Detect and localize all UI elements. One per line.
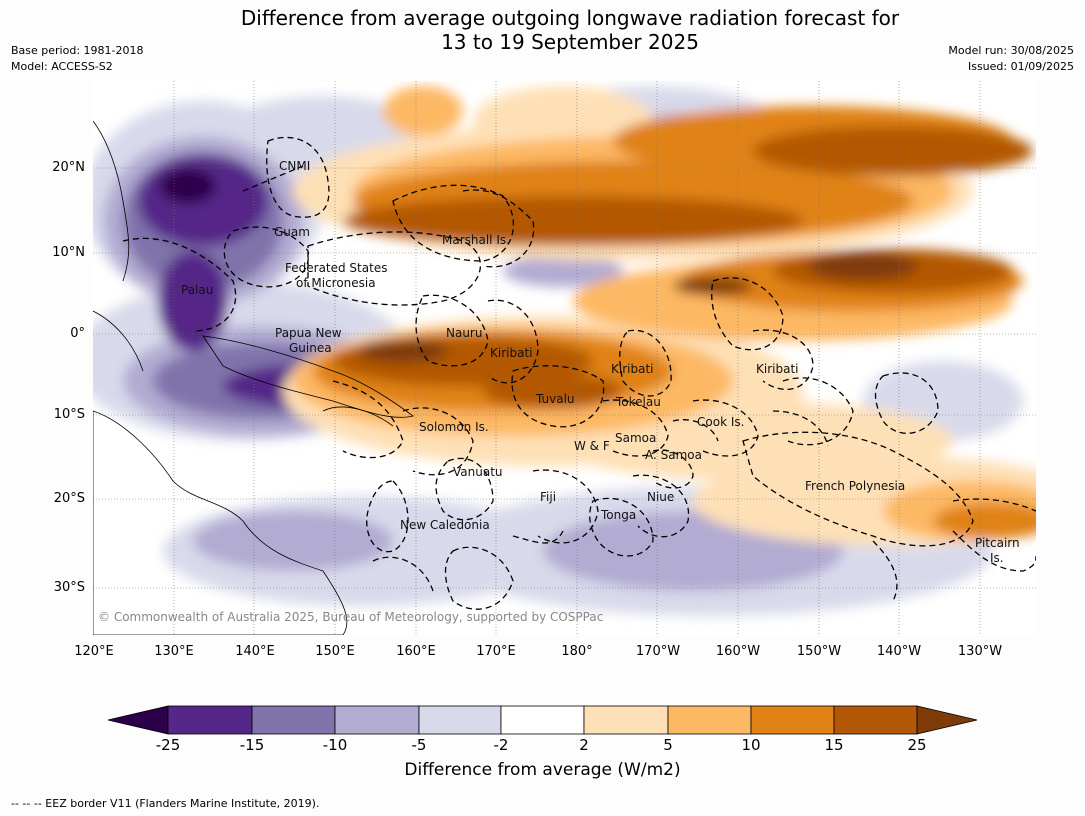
label-nauru: Nauru [446,326,482,340]
colorbar-swatches [107,705,978,735]
y-tick: 20°N [52,160,85,175]
chart-title: Difference from average outgoing longwav… [0,6,1085,54]
label-kiribati-c: Kiribati [611,362,653,376]
colorbar [0,700,1085,780]
x-tick: 180° [561,644,593,659]
label-wf: W & F [574,439,610,453]
title-line-2: 13 to 19 September 2025 [441,30,699,54]
meta-right: Model run: 30/08/2025 Issued: 01/09/2025 [948,43,1074,75]
meta-left: Base period: 1981-2018 Model: ACCESS-S2 [11,43,143,75]
label-tuvalu: Tuvalu [535,392,575,406]
label-png-1: Papua New [275,326,342,340]
label-newcal: New Caledonia [400,518,490,532]
colorbar-extend-high [916,705,978,735]
colorbar-bin [500,705,585,735]
label-palau: Palau [181,283,213,297]
label-pitcairn-1: Pitcairn [975,536,1020,550]
label-cnmi: CNMI [279,159,310,173]
eez-borders [122,136,1036,610]
label-vanuatu: Vanuatu [453,465,503,479]
label-tonga: Tonga [600,508,636,522]
label-frpoly: French Polynesia [805,479,905,493]
base-period-text: Base period: 1981-2018 [11,44,144,57]
label-samoa: Samoa [615,431,656,445]
label-marshall: Marshall Is. [442,233,510,247]
issued-text: Issued: 01/09/2025 [967,60,1074,73]
eez-legend: -- -- -- EEZ border V11 (Flanders Marine… [11,797,320,810]
label-kiribati-w: Kiribati [490,346,532,360]
colorbar-title: Difference from average (W/m2) [404,760,681,780]
y-tick: 10°N [52,245,85,260]
x-tick: 130°W [957,644,1003,659]
model-text: Model: ACCESS-S2 [11,60,113,73]
map-panel[interactable]: CNMI Guam Marshall Is. Federated States … [93,81,1036,635]
x-tick: 150°E [315,644,355,659]
coastlines [93,120,414,635]
colorbar-label: -10 [322,736,348,754]
colorbar-label: 2 [579,736,589,754]
colorbar-bin [833,705,918,735]
label-niue: Niue [647,490,674,504]
model-run-text: Model run: 30/08/2025 [948,44,1074,57]
x-tick: 150°W [796,644,842,659]
y-tick: 10°S [53,407,85,422]
x-tick: 170°E [476,644,516,659]
colorbar-bin [418,705,502,735]
colorbar-label: 5 [663,736,673,754]
x-tick: 160°E [396,644,436,659]
colorbar-bin [334,705,420,735]
colorbar-bin [251,705,336,735]
colorbar-label: -15 [239,736,265,754]
label-solomon: Solomon Is. [419,420,489,434]
label-pitcairn-2: Is. [990,551,1004,565]
colorbar-bin [167,705,253,735]
colorbar-label: 10 [741,736,761,754]
colorbar-bin [583,705,669,735]
y-tick: 0° [70,326,85,341]
label-fsm-2: of Micronesia [296,276,376,290]
colorbar-label: -25 [155,736,181,754]
colorbar-label: -2 [493,736,509,754]
label-png-2: Guinea [289,341,332,355]
label-asamoa: A. Samoa [645,448,702,462]
title-line-1: Difference from average outgoing longwav… [240,6,900,30]
x-tick: 120°E [74,644,114,659]
x-tick: 160°W [715,644,761,659]
label-tokelau: Tokelau [615,395,661,409]
label-fsm-1: Federated States [285,261,387,275]
anomaly-fields [93,86,1036,616]
x-tick: 140°E [235,644,275,659]
label-cook: Cook Is. [697,415,744,429]
x-tick: 130°E [154,644,194,659]
x-tick: 170°W [635,644,681,659]
olr-map: CNMI Guam Marshall Is. Federated States … [93,81,1036,635]
label-kiribati-e: Kiribati [756,362,798,376]
x-tick: 140°W [876,644,922,659]
colorbar-bin [667,705,752,735]
colorbar-label: 15 [824,736,844,754]
colorbar-label: 25 [907,736,927,754]
copyright-text: © Commonwealth of Australia 2025, Bureau… [98,610,603,624]
label-guam: Guam [274,225,310,239]
colorbar-extend-low [107,705,169,735]
colorbar-bin [750,705,835,735]
y-tick: 30°S [53,580,85,595]
colorbar-label: -5 [411,736,427,754]
region-labels: CNMI Guam Marshall Is. Federated States … [181,159,1020,565]
y-tick: 20°S [53,491,85,506]
graticule [93,81,1036,635]
label-fiji: Fiji [540,490,556,504]
